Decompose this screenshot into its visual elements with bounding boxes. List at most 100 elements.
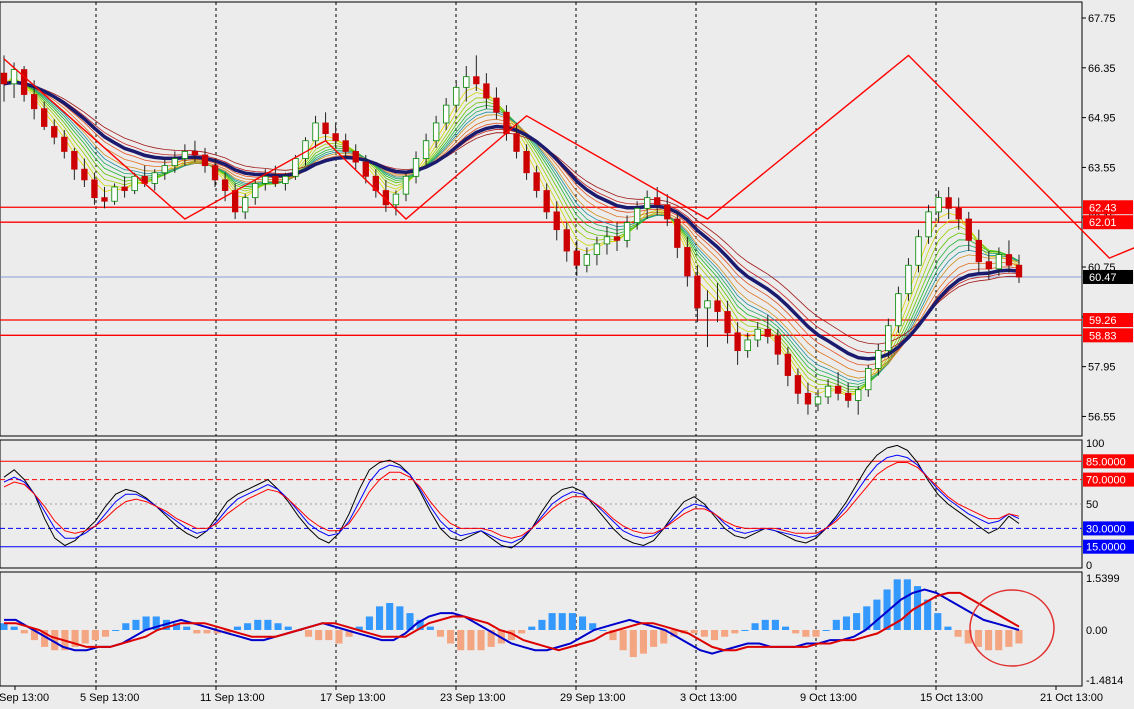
candle-body <box>623 222 631 241</box>
candle-body <box>201 154 209 167</box>
candle-body <box>985 261 993 270</box>
candle-body <box>131 175 138 191</box>
candle-body <box>242 197 249 213</box>
macd-histogram-bar <box>30 629 39 641</box>
candle-body <box>463 76 470 88</box>
macd-histogram-bar <box>416 619 424 630</box>
level-price-label: 62.43 <box>1089 202 1117 214</box>
candle-body <box>503 111 510 135</box>
candle-body <box>332 133 339 142</box>
macd-histogram-bar <box>81 629 89 644</box>
macd-histogram-bar <box>345 629 353 637</box>
candle-body <box>855 389 862 401</box>
macd-histogram-bar <box>41 629 49 647</box>
candle-body <box>322 122 329 135</box>
candle-body <box>975 239 982 263</box>
macd-histogram-bar <box>954 629 962 637</box>
macd-histogram-bar <box>995 629 1003 651</box>
time-axis-label: 21 Oct 13:00 <box>1040 692 1103 704</box>
macd-histogram-bar <box>71 629 79 647</box>
candle-body <box>523 151 530 174</box>
macd-histogram-bar <box>853 613 861 630</box>
candle-body <box>272 175 279 184</box>
macd-histogram-bar <box>548 613 556 630</box>
macd-axis-label: -1.4814 <box>1086 675 1123 687</box>
macd-histogram-bar <box>934 613 942 630</box>
candle-body <box>473 76 480 85</box>
macd-histogram-bar <box>20 629 28 634</box>
candle-body <box>915 236 922 266</box>
macd-histogram-bar <box>792 629 800 634</box>
price-axis-label: 66.35 <box>1088 63 1116 75</box>
macd-histogram-bar <box>457 629 465 651</box>
level-price-label: 62.01 <box>1089 217 1117 229</box>
stochastic-level-tag <box>1083 539 1134 554</box>
macd-histogram-bar <box>51 629 59 651</box>
candle-body <box>834 385 842 394</box>
candle-body <box>422 140 430 159</box>
ma-ribbon-line <box>3 80 1020 379</box>
macd-histogram-bar <box>487 629 495 647</box>
macd-histogram-bar <box>254 619 262 630</box>
stochastic-level-label: 85.0000 <box>1086 456 1126 468</box>
stochastic-line <box>3 454 1020 544</box>
macd-histogram-bar <box>1015 629 1023 644</box>
candle-body <box>543 190 550 213</box>
stochastic-axis-label: 50 <box>1086 499 1098 511</box>
candle-body <box>443 104 450 124</box>
candle-body <box>995 254 1003 270</box>
candle-body <box>654 197 661 206</box>
macd-histogram-bar <box>244 623 252 630</box>
candle-body <box>30 94 38 110</box>
macd-axis-label: 0.00 <box>1086 625 1107 637</box>
candle-body <box>563 229 570 252</box>
candle-body <box>171 158 179 167</box>
macd-histogram-bar <box>386 602 394 630</box>
candle-body <box>935 197 942 213</box>
macd-histogram-bar <box>507 629 516 641</box>
macd-histogram-bar <box>223 629 231 634</box>
time-axis-label: 11 Sep 13:00 <box>200 692 265 704</box>
macd-histogram-bar <box>609 629 617 641</box>
stochastic-level-tag <box>1083 521 1134 536</box>
time-axis-label: 5 Sep 13:00 <box>80 692 139 704</box>
candle-body <box>412 158 420 177</box>
candle-body <box>513 133 520 152</box>
macd-histogram-bar <box>650 629 658 647</box>
macd-histogram-bar <box>670 629 678 637</box>
macd-histogram-bar <box>842 616 851 630</box>
macd-histogram-bar <box>152 616 160 630</box>
macd-histogram-bar <box>629 629 637 657</box>
current-price-label: 60.47 <box>1089 272 1117 284</box>
candle-body <box>181 151 189 159</box>
level-price-tag <box>1083 328 1133 343</box>
candle-body <box>875 350 882 369</box>
macd-histogram-bar <box>213 629 221 634</box>
price-axis-label: 64.95 <box>1088 113 1116 125</box>
candle-body <box>644 197 651 209</box>
candle-body <box>613 236 621 241</box>
pane-frame <box>0 1 1083 437</box>
macd-histogram-bar <box>731 629 739 634</box>
level-price-tag <box>1083 200 1133 215</box>
macd-histogram-bar <box>883 589 891 630</box>
macd-histogram-bar <box>122 623 130 630</box>
macd-histogram-bar <box>558 613 566 630</box>
candle-body <box>10 69 18 85</box>
candle-body <box>573 250 580 266</box>
macd-histogram-bar <box>741 629 749 631</box>
candle-body <box>925 211 932 238</box>
candle-body <box>774 335 781 355</box>
ma-ribbon-line <box>3 81 1020 354</box>
macd-histogram-bar <box>781 626 790 630</box>
candle-body <box>0 72 8 85</box>
macd-main-line <box>4 588 1020 655</box>
candle-body <box>734 332 741 352</box>
candle-body <box>844 392 852 401</box>
candle-body <box>593 243 601 255</box>
stochastic-line <box>3 462 1020 539</box>
candle-body <box>151 172 158 184</box>
candle-body <box>312 122 319 142</box>
candle-body <box>111 186 118 202</box>
